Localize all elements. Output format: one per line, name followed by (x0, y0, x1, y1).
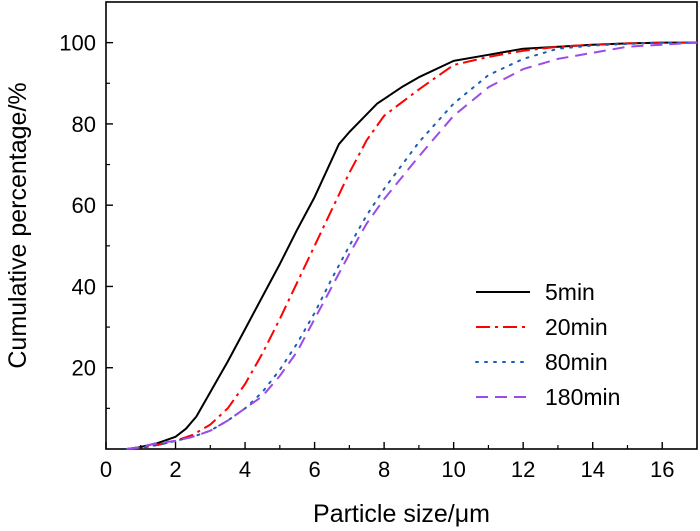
plot-frame (105, 1, 698, 450)
y-tick-label: 20 (72, 356, 96, 381)
legend-label-180min: 180min (545, 384, 620, 410)
x-axis-title: Particle size/μm (313, 500, 490, 528)
legend-label-5min: 5min (545, 279, 595, 305)
y-tick-label: 100 (59, 31, 96, 56)
series-layer (125, 41, 698, 450)
x-tick-label: 4 (239, 457, 251, 482)
x-tick-label: 6 (308, 457, 320, 482)
y-tick-label: 60 (72, 193, 96, 218)
x-tick-label: 2 (169, 457, 181, 482)
x-tick-label: 14 (580, 457, 604, 482)
y-tick-label: 80 (72, 112, 96, 137)
series-line-20min (126, 41, 697, 450)
legend: 5min 20min 80min 180min (475, 279, 620, 410)
legend-label-80min: 80min (545, 349, 608, 375)
x-tick-label: 0 (100, 457, 112, 482)
x-tick-label: 16 (650, 457, 674, 482)
y-tick-label: 40 (72, 274, 96, 299)
x-tick-label: 10 (441, 457, 465, 482)
series-line-180min (126, 41, 698, 450)
x-tick-label: 12 (511, 457, 535, 482)
ticks-layer: 0 2 4 6 8 10 12 14 16 20 40 60 80 100 (59, 31, 674, 482)
legend-label-20min: 20min (545, 314, 608, 340)
y-axis-title: Cumulative percentage/% (4, 82, 32, 368)
plot-border (105, 1, 698, 450)
x-tick-label: 8 (378, 457, 390, 482)
